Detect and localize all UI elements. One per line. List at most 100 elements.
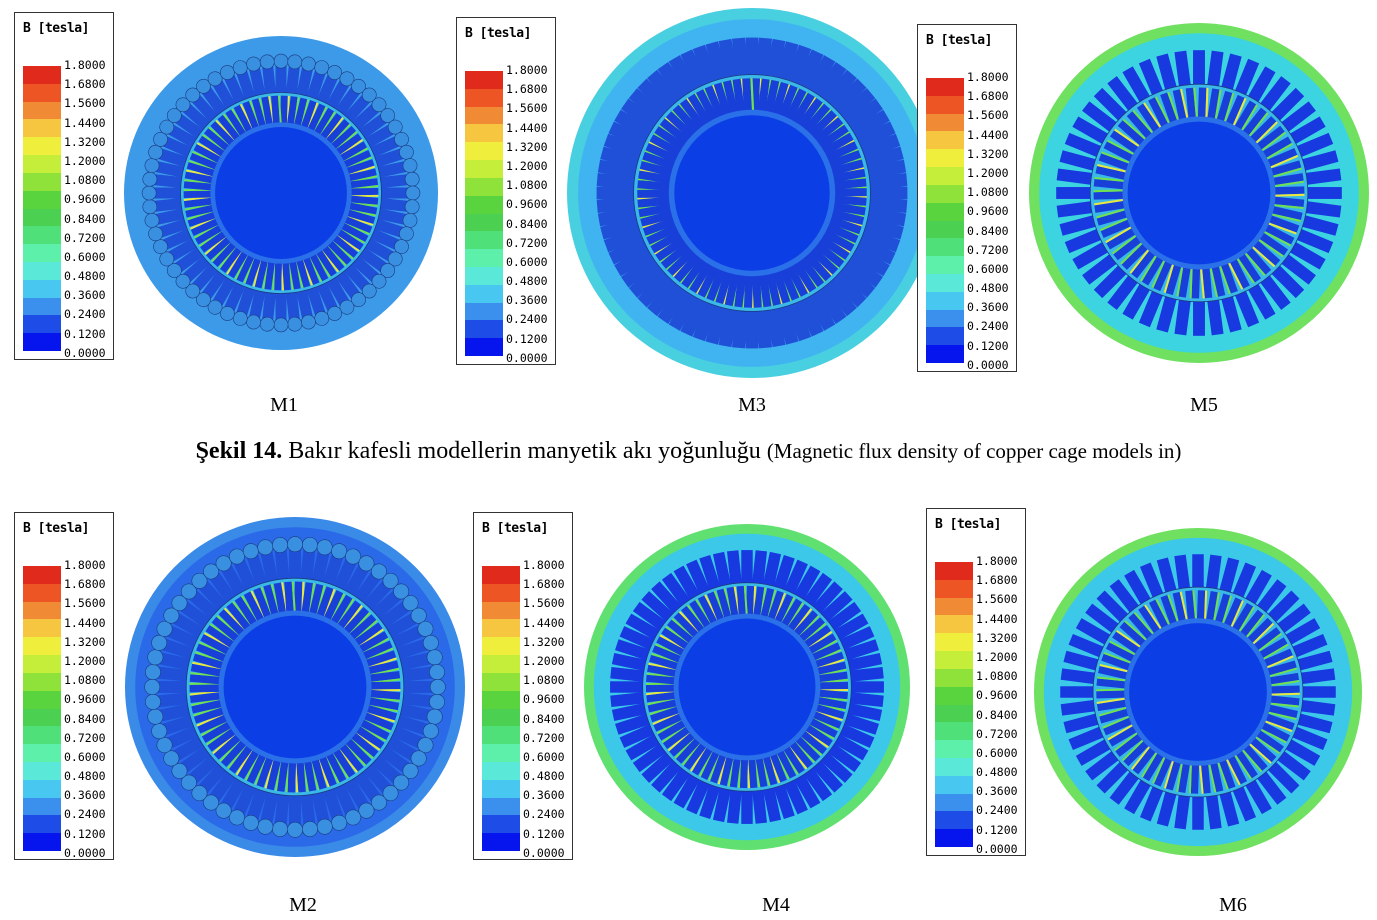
legend-band (935, 562, 973, 580)
legend-band (23, 208, 61, 227)
stator-slot (1156, 53, 1177, 90)
stator-slot (1232, 562, 1257, 598)
rotor-bar (345, 201, 378, 215)
legend-band (23, 672, 61, 691)
stator-slot (289, 544, 301, 579)
legend-tick: 0.8400 (976, 707, 1018, 722)
rotor-bar (814, 689, 848, 700)
rotor-bar (825, 159, 864, 177)
rotor-bar (827, 168, 866, 184)
stator-slot (1056, 168, 1092, 185)
rotor-bar (1224, 94, 1245, 130)
rotor-bar (1240, 107, 1267, 140)
legend-tick: 0.0000 (506, 350, 548, 365)
stator-slot (1063, 650, 1099, 671)
stator-slot (1260, 275, 1291, 310)
rotor-bar (659, 118, 694, 148)
legend-tick: 1.3200 (64, 634, 106, 649)
rotor-bar (263, 584, 280, 620)
rotor-bar (1240, 741, 1268, 771)
stator-slot (796, 49, 824, 89)
rotor-bar (1148, 97, 1171, 131)
rotor-bar (774, 746, 797, 779)
stator-slot (1245, 780, 1272, 815)
rotor-bar (1141, 252, 1166, 286)
stator-slot (776, 41, 799, 81)
rotor-bar (1205, 591, 1218, 625)
rotor-bar (700, 747, 722, 780)
stator-slot (745, 37, 759, 75)
rotor-tooth-flux (1249, 622, 1275, 648)
rotor-bar (205, 625, 238, 651)
rotor-bar (668, 729, 699, 757)
rotor-bar (808, 642, 841, 663)
stator-slot (380, 173, 413, 188)
colorbar-legend-m3: B [tesla] 1.8000 1.6800 1.5600 1.4400 1.3200 1… (456, 17, 556, 365)
rotor-bar (1210, 261, 1226, 297)
rotor-bar (1178, 759, 1191, 793)
stator-slot (275, 61, 287, 93)
rotor-bar (355, 631, 389, 655)
stator-slot (261, 292, 276, 325)
rotor-bar (246, 749, 268, 784)
stator-slot (1232, 786, 1257, 822)
rotor-bar (642, 151, 680, 172)
model-label-m5: M5 (1190, 394, 1218, 416)
rotor-bar (310, 754, 327, 790)
legend-tick: 0.6000 (976, 745, 1018, 760)
rotor-bar (1136, 103, 1163, 136)
rotor-bar (650, 227, 687, 254)
stator-slot (1257, 579, 1287, 613)
rotor-bar (811, 703, 845, 720)
legend-title: B [tesla] (23, 21, 89, 36)
rotor-tooth-flux (1259, 643, 1289, 662)
legend-band (23, 637, 61, 656)
rotor-tooth-flux (1224, 755, 1241, 786)
stator-slot (680, 49, 708, 89)
rotor-bar (1132, 744, 1159, 775)
rotor-bar (689, 600, 713, 632)
rotor-tooth-flux (1189, 264, 1193, 299)
rotor-bar (296, 757, 306, 793)
rotor-bar (203, 128, 233, 154)
stator-slot (752, 550, 767, 584)
stator-slot (839, 626, 875, 650)
legend-band (465, 231, 503, 250)
shaft (674, 115, 830, 271)
legend-band (465, 71, 503, 89)
rotor-bar (366, 681, 401, 690)
rotor-bar (640, 209, 679, 227)
rotor-bar (191, 698, 227, 714)
stator-slot (625, 613, 660, 640)
stator-slot (1248, 284, 1276, 320)
rotor-bar (358, 640, 393, 662)
stator-slot (1301, 700, 1336, 716)
rotor-bar (1165, 260, 1183, 296)
legend-band (926, 256, 964, 274)
legend-tick: 1.0800 (967, 185, 1009, 200)
rotor-bar (187, 210, 220, 227)
rotor-bar (745, 585, 755, 619)
stator-slot (1306, 168, 1342, 185)
stator-slot (705, 41, 728, 81)
rotor-bar (1269, 196, 1305, 208)
legend-tick: 0.1200 (976, 822, 1018, 837)
rotor-tooth-flux (1180, 88, 1190, 123)
stator-slot (831, 78, 867, 114)
rotor-bar (328, 594, 353, 628)
stator-slot (1060, 668, 1095, 684)
legend-band (23, 155, 61, 173)
legend-band (926, 113, 964, 132)
legend-band (23, 779, 61, 798)
rotor-tooth-flux (1155, 598, 1172, 629)
stator-slot (803, 572, 833, 606)
rotor-bar (1098, 665, 1132, 681)
rotor-bar (344, 168, 377, 183)
rotor-bar (183, 197, 216, 208)
legend-tick: 0.0000 (976, 841, 1018, 856)
rotor-bar (794, 97, 823, 133)
caption-turkish: Bakır kafesli modellerin manyetik akı yo… (288, 438, 761, 464)
stator-slot (1286, 739, 1321, 766)
rotor-bar (824, 214, 862, 235)
stator-slot (732, 37, 749, 76)
